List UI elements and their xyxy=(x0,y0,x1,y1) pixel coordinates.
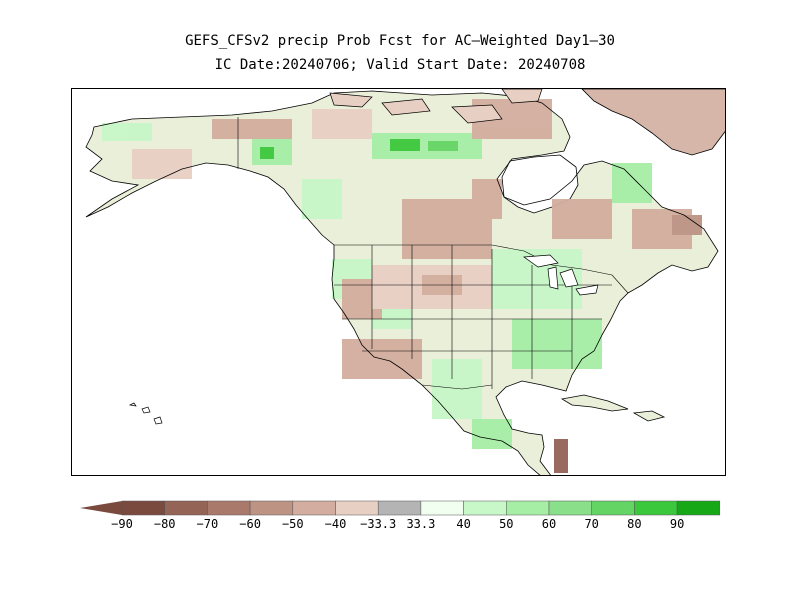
hawaii-islands xyxy=(128,402,163,425)
colorbar-box xyxy=(634,500,678,516)
colorbar-tick-label: 90 xyxy=(669,517,685,531)
colorbar-tick-label: −90 xyxy=(111,517,133,531)
colorbar-tick-label: −80 xyxy=(153,517,176,531)
colorbar-box xyxy=(207,500,251,516)
colorbar-box xyxy=(335,500,379,516)
map-title: GEFS_CFSv2 precip Prob Fcst for AC—Weigh… xyxy=(185,33,615,49)
colorbar-tick-label: −60 xyxy=(239,517,261,531)
arctic-islands xyxy=(329,89,543,124)
coastline xyxy=(85,90,719,475)
colorbar-tick-label: 50 xyxy=(499,517,514,531)
colorbar-tick-label: −33.3 xyxy=(360,517,397,531)
colorbar xyxy=(80,500,721,516)
colorbar-tick-label: −40 xyxy=(324,517,347,531)
hudson-bay xyxy=(501,154,579,214)
colorbar-box xyxy=(591,500,635,516)
colorbar-arrow-left xyxy=(80,501,122,515)
hispaniola-island xyxy=(632,410,666,422)
colorbar-tick-label: 60 xyxy=(541,517,557,531)
colorbar-tick-label: 80 xyxy=(627,517,642,531)
colorbar-tick-label: −70 xyxy=(196,517,219,531)
map-subtitle: IC Date:20240706; Valid Start Date: 2024… xyxy=(214,57,586,73)
colorbar-box xyxy=(420,500,464,516)
colorbar-box xyxy=(506,500,550,516)
colorbar-box xyxy=(249,500,294,516)
colorbar-box xyxy=(463,500,507,516)
colorbar-box xyxy=(548,500,592,516)
north-america-map xyxy=(72,89,725,475)
colorbar-box xyxy=(377,500,422,516)
colorbar-box xyxy=(164,500,208,516)
colorbar-tick-label: 40 xyxy=(456,517,471,531)
colorbar-tick-label: 70 xyxy=(584,517,599,531)
colorbar-box xyxy=(292,500,336,516)
cuba-island xyxy=(560,394,629,412)
colorbar-box xyxy=(121,500,165,516)
greenland-land xyxy=(581,89,725,156)
map-panel xyxy=(71,88,726,476)
colorbar-tick-label: −50 xyxy=(281,517,304,531)
colorbar-box xyxy=(676,500,721,516)
colorbar-tick-label: 33.3 xyxy=(406,517,436,531)
great-lakes xyxy=(523,254,599,296)
